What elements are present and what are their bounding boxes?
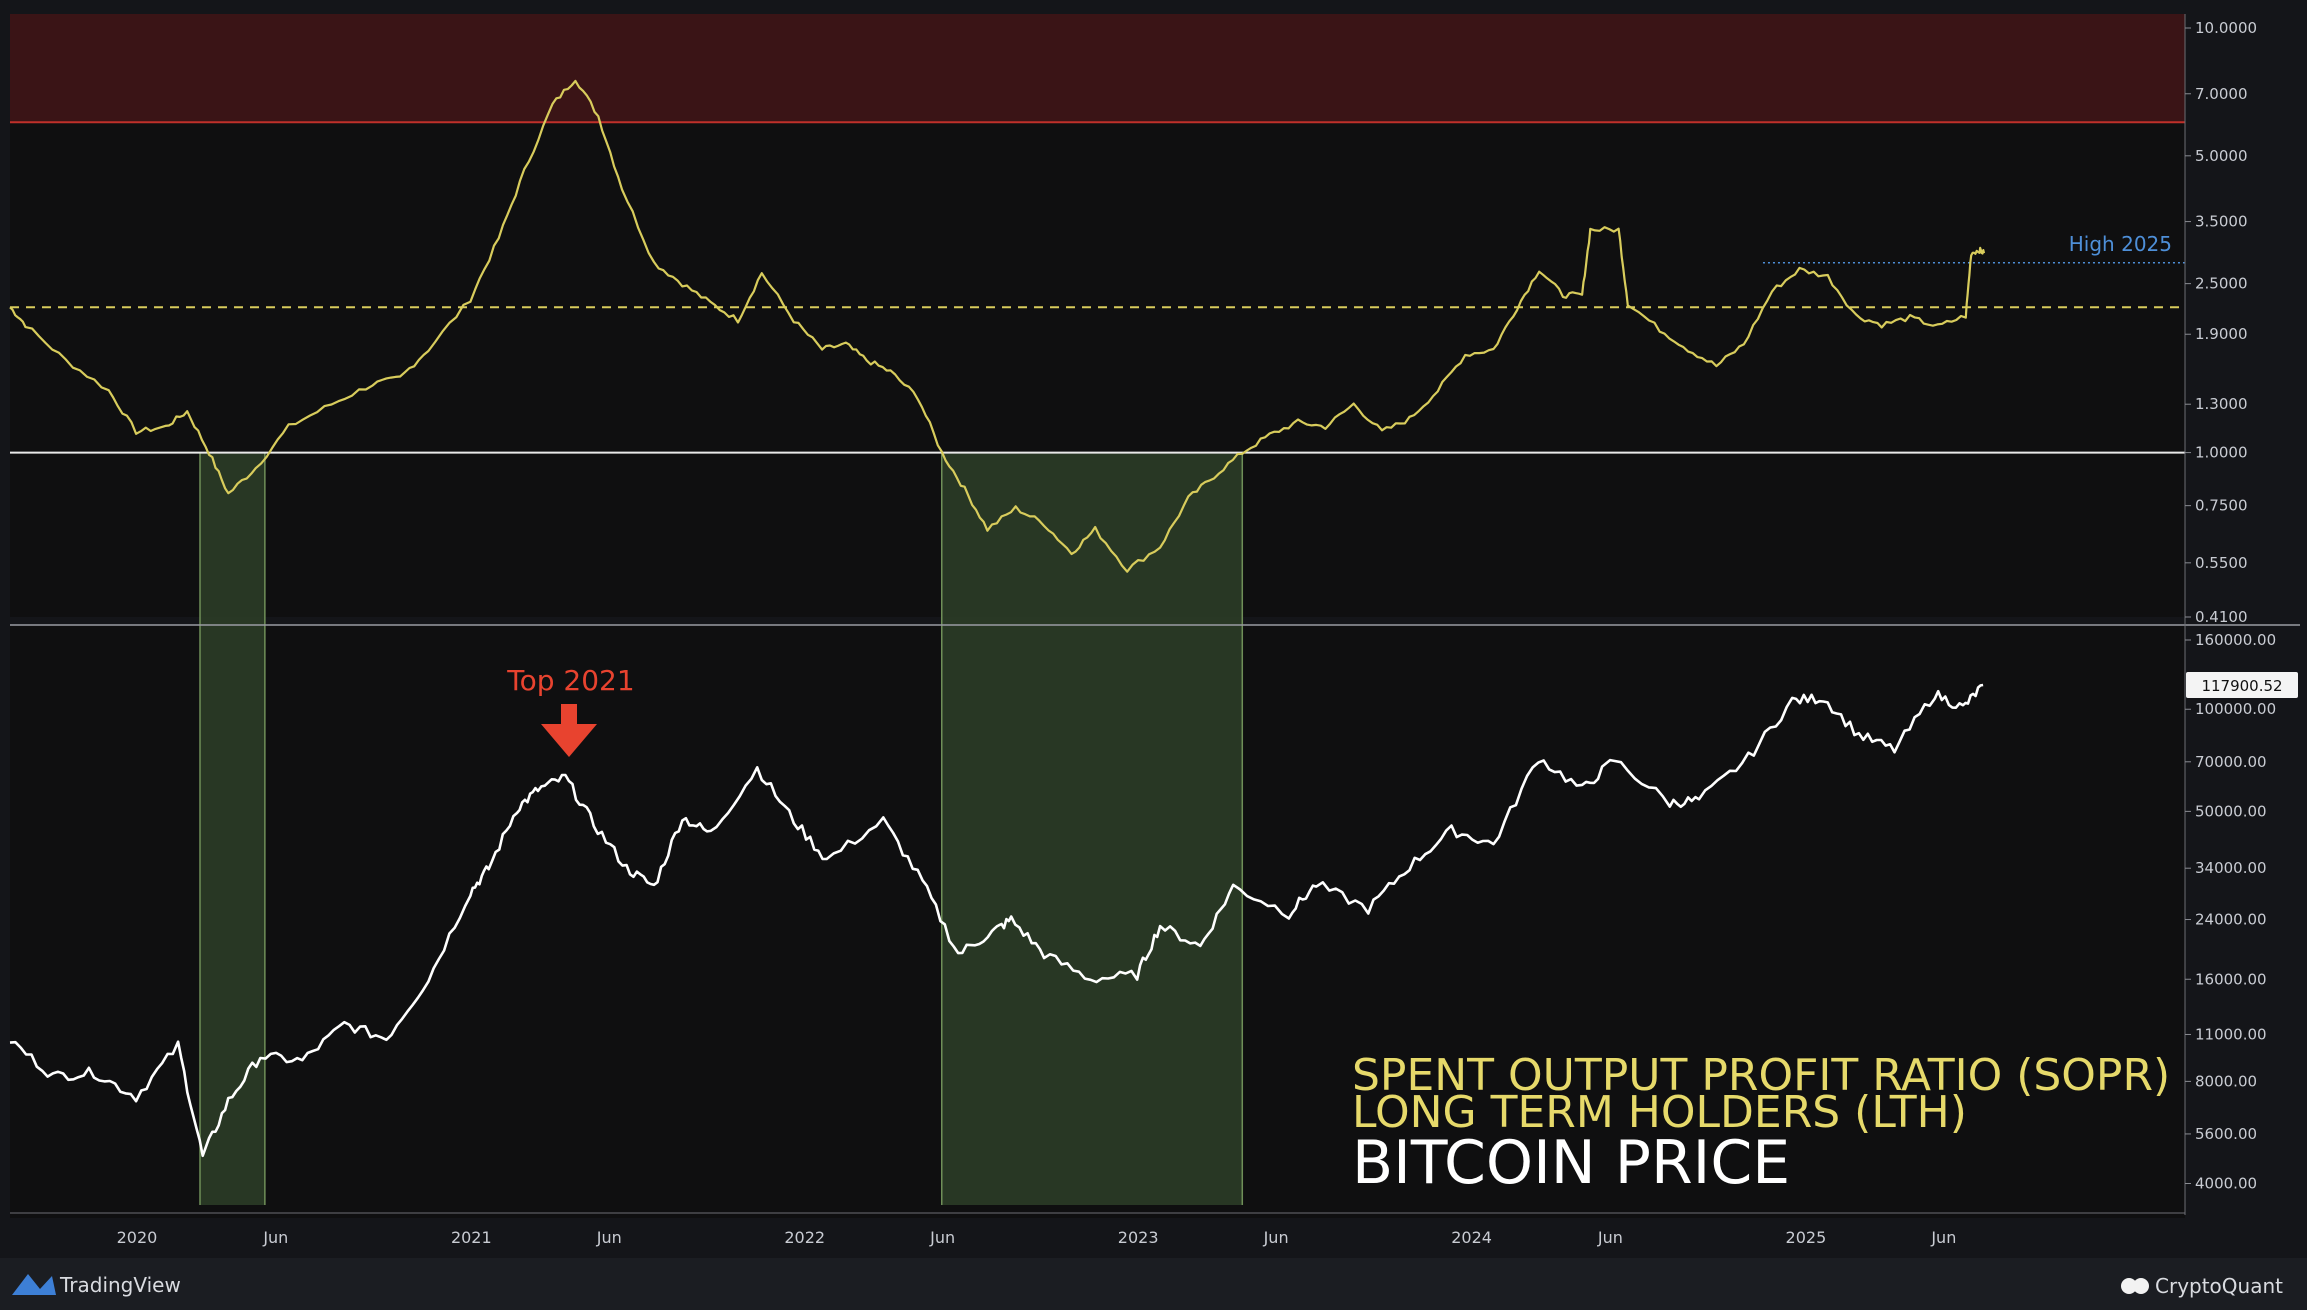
- sopr-tick-label-8: 0.7500: [2195, 497, 2248, 515]
- price-tick-label-0: 160000.00: [2195, 631, 2276, 649]
- sopr-tick-label-10: 0.4100: [2195, 608, 2248, 626]
- price-tick-label-1: 100000.00: [2195, 700, 2276, 718]
- x-tick-label-8: 2024: [1451, 1228, 1492, 1247]
- price-tick-label-10: 4000.00: [2195, 1175, 2257, 1193]
- x-tick-label-2: 2021: [451, 1228, 492, 1247]
- x-tick-label-6: 2023: [1118, 1228, 1159, 1247]
- tradingview-label[interactable]: TradingView: [59, 1273, 181, 1297]
- price-tick-label-9: 5600.00: [2195, 1125, 2257, 1143]
- shaded-region-0: [200, 452, 265, 1205]
- cryptoquant-logo-icon: [2121, 1278, 2149, 1294]
- red-zone: [10, 14, 2185, 123]
- legend-sopr-title: SPENT OUTPUT PROFIT RATIO (SOPR): [1352, 1050, 2170, 1101]
- sopr-tick-label-7: 1.0000: [2195, 444, 2248, 462]
- last-price-badge: 117900.52: [2186, 672, 2298, 698]
- sopr-tick-label-1: 7.0000: [2195, 85, 2248, 103]
- last-price-value: 117900.52: [2201, 677, 2282, 695]
- price-tick-label-3: 50000.00: [2195, 802, 2267, 820]
- sopr-tick-label-5: 1.9000: [2195, 325, 2248, 343]
- tradingview-logo-icon[interactable]: [12, 1274, 56, 1295]
- shaded-region-1: [941, 452, 1243, 1205]
- sopr-tick-label-9: 0.5500: [2195, 554, 2248, 572]
- footer-bar: [0, 1258, 2307, 1310]
- x-tick-label-7: Jun: [1263, 1228, 1289, 1247]
- price-tick-label-5: 24000.00: [2195, 911, 2267, 929]
- sopr-tick-label-0: 10.0000: [2195, 19, 2257, 37]
- price-tick-label-6: 16000.00: [2195, 970, 2267, 988]
- x-tick-label-9: Jun: [1597, 1228, 1623, 1247]
- price-tick-label-4: 34000.00: [2195, 859, 2267, 877]
- legend-lth-title: LONG TERM HOLDERS (LTH): [1352, 1087, 1967, 1138]
- legend-price-title: BITCOIN PRICE: [1352, 1128, 1790, 1198]
- price-series-line: [9, 683, 1984, 1158]
- x-tick-label-3: Jun: [596, 1228, 622, 1247]
- x-tick-label-10: 2025: [1786, 1228, 1827, 1247]
- x-tick-label-11: Jun: [1930, 1228, 1956, 1247]
- sopr-tick-label-3: 3.5000: [2195, 213, 2248, 231]
- sopr-tick-label-2: 5.0000: [2195, 147, 2248, 165]
- x-tick-label-0: 2020: [117, 1228, 158, 1247]
- high-2025-label: High 2025: [2069, 232, 2172, 256]
- x-tick-label-4: 2022: [784, 1228, 825, 1247]
- annotation-top-2021: Top 2021: [506, 664, 634, 697]
- price-tick-label-8: 8000.00: [2195, 1072, 2257, 1090]
- annotation-arrow-icon: [541, 704, 597, 757]
- sopr-tick-label-4: 2.5000: [2195, 275, 2248, 293]
- sopr-tick-label-6: 1.3000: [2195, 395, 2248, 413]
- sopr-series-line: [9, 79, 1986, 573]
- price-tick-label-2: 70000.00: [2195, 753, 2267, 771]
- cryptoquant-label: CryptoQuant: [2155, 1274, 2283, 1298]
- x-tick-label-5: Jun: [929, 1228, 955, 1247]
- x-tick-label-1: Jun: [262, 1228, 288, 1247]
- price-tick-label-7: 11000.00: [2195, 1025, 2267, 1043]
